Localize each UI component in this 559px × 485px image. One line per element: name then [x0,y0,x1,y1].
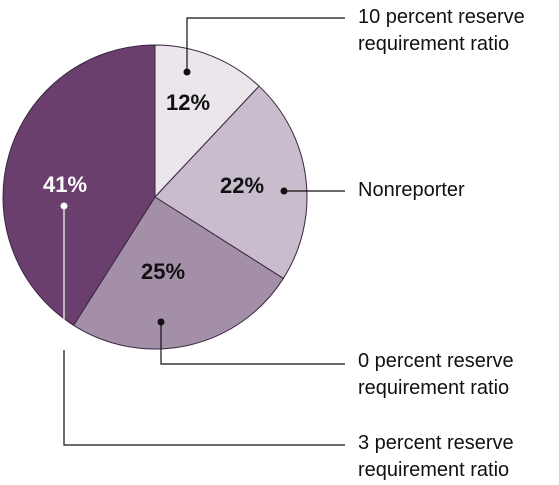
callout-dot [183,68,191,76]
legend-label: 3 percent reserve requirement ratio [358,432,514,481]
pie-slice [154,85,308,280]
value-label: 41% [43,172,87,197]
callout-line [160,322,345,365]
legend-label: 10 percent reserve requirement ratio [358,6,525,55]
pie-slice [72,196,285,350]
value-label: 25% [141,259,185,284]
legend-label: Nonreporter [358,179,465,201]
pie-slice [154,44,260,199]
pie-slice [2,44,156,327]
callout-dot [60,202,68,210]
callout-dot [157,318,165,326]
value-label: 22% [220,173,264,198]
callout-dot [280,187,288,195]
callout-line [186,17,345,72]
value-label: 12% [166,90,210,115]
legend-label: 0 percent reserve requirement ratio [358,350,514,399]
callout-line [63,350,345,446]
